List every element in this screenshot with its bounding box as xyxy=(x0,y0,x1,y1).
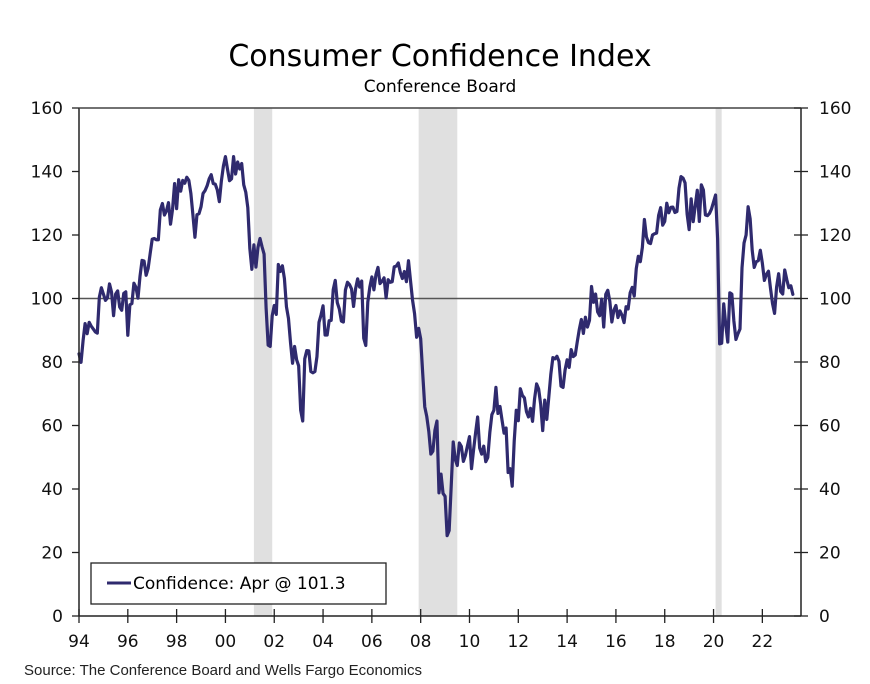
x-axis: 94 96 98 00 02 04 06 08 10 12 14 16 18 20 22 xyxy=(68,609,773,652)
y-tick-label-left: 160 xyxy=(31,99,63,119)
recession-bands xyxy=(253,108,722,616)
y-tick-label-right: 100 xyxy=(819,290,851,310)
x-tick-label: 10 xyxy=(459,632,481,652)
y-tick-label-left: 0 xyxy=(52,607,63,627)
y-tick-label-right: 80 xyxy=(819,353,841,373)
y-tick-label-right: 160 xyxy=(819,99,851,119)
y-tick-label-right: 140 xyxy=(819,163,851,183)
legend-box xyxy=(90,562,387,605)
source-note: Source: The Conference Board and Wells F… xyxy=(24,662,422,679)
y-tick-label-left: 80 xyxy=(41,353,63,373)
y-tick-label-left: 120 xyxy=(31,226,63,246)
y-tick-label-right: 20 xyxy=(819,544,841,564)
y-axis-left: 0 20 40 60 80 100 120 140 160 xyxy=(31,99,79,627)
series-line-confidence xyxy=(77,154,795,538)
x-tick-label: 08 xyxy=(410,632,432,652)
x-tick-label: 18 xyxy=(654,632,676,652)
chart-title: Consumer Confidence Index xyxy=(228,39,651,74)
y-tick-label-left: 20 xyxy=(41,544,63,564)
y-tick-label-left: 140 xyxy=(31,163,63,183)
legend: Confidence: Apr @ 101.3 xyxy=(90,562,387,605)
x-tick-label: 12 xyxy=(507,632,529,652)
x-tick-label: 04 xyxy=(312,632,334,652)
x-tick-label: 00 xyxy=(215,632,237,652)
y-tick-label-right: 60 xyxy=(819,417,841,437)
x-tick-label: 98 xyxy=(166,632,188,652)
y-axis-right: 0 20 40 60 80 100 120 140 160 xyxy=(794,99,851,627)
x-tick-label: 94 xyxy=(68,632,90,652)
y-tick-label-left: 60 xyxy=(41,417,63,437)
x-tick-label: 16 xyxy=(605,632,627,652)
x-tick-label: 06 xyxy=(361,632,383,652)
chart-subtitle: Conference Board xyxy=(364,77,517,97)
x-tick-label: 14 xyxy=(556,632,578,652)
y-tick-label-right: 120 xyxy=(819,226,851,246)
x-tick-label: 96 xyxy=(117,632,139,652)
x-tick-label: 22 xyxy=(752,632,774,652)
recession-band-1 xyxy=(253,108,273,616)
recession-band-3 xyxy=(715,108,722,616)
y-tick-label-right: 40 xyxy=(819,480,841,500)
legend-label-confidence: Confidence: Apr @ 101.3 xyxy=(133,574,346,594)
x-tick-label: 02 xyxy=(263,632,285,652)
x-tick-label: 20 xyxy=(703,632,725,652)
recession-band-2 xyxy=(418,108,458,616)
series-layer xyxy=(77,154,795,538)
y-tick-label-left: 100 xyxy=(31,290,63,310)
y-tick-label-left: 40 xyxy=(41,480,63,500)
y-tick-label-right: 0 xyxy=(819,607,830,627)
